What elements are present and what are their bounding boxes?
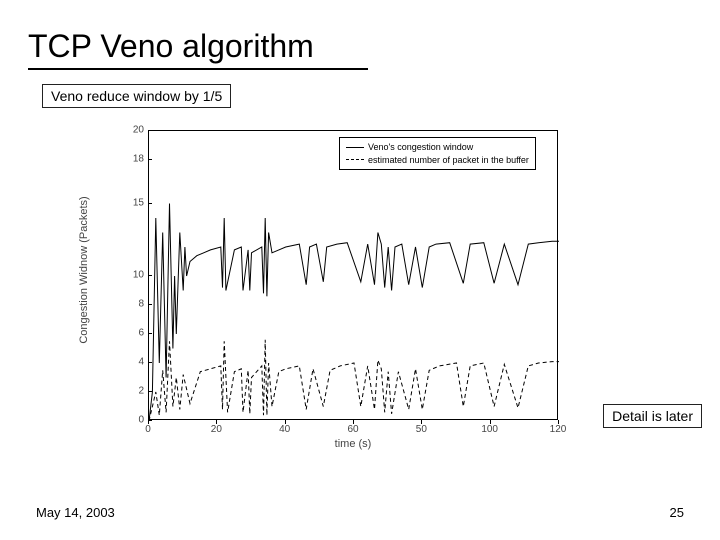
y-tick-label: 10: [124, 270, 144, 281]
series-buffer: [149, 340, 559, 421]
series-cwnd: [149, 204, 559, 422]
x-tick-mark: [558, 420, 559, 424]
chart: Congestion Widnow (Packets) time (s) Ven…: [90, 120, 570, 440]
detail-note: Detail is later: [603, 404, 702, 428]
legend-swatch: [346, 147, 364, 148]
y-tick-label: 0: [124, 415, 144, 426]
x-tick-mark: [285, 420, 286, 424]
y-tick-mark: [148, 159, 152, 160]
x-tick-label: 20: [211, 424, 222, 435]
x-tick-label: 50: [416, 424, 427, 435]
plot-area: Veno's congestion windowestimated number…: [148, 130, 558, 420]
x-axis-label: time (s): [335, 438, 372, 450]
x-tick-label: 100: [481, 424, 498, 435]
page-title: TCP Veno algorithm: [28, 28, 314, 65]
y-tick-mark: [148, 333, 152, 334]
y-tick-label: 8: [124, 299, 144, 310]
x-tick-label: 60: [347, 424, 358, 435]
legend-label: Veno's congestion window: [368, 141, 473, 154]
footer-date: May 14, 2003: [36, 505, 115, 520]
x-tick-mark: [353, 420, 354, 424]
legend-label: estimated number of packet in the buffer: [368, 154, 529, 167]
y-tick-label: 20: [124, 125, 144, 136]
x-tick-label: 120: [550, 424, 567, 435]
y-tick-label: 18: [124, 154, 144, 165]
y-tick-mark: [148, 130, 152, 131]
y-tick-label: 4: [124, 357, 144, 368]
legend-item: Veno's congestion window: [346, 141, 529, 154]
y-tick-label: 15: [124, 197, 144, 208]
chart-lines: [149, 131, 559, 421]
legend-swatch: [346, 159, 364, 160]
subtitle-box: Veno reduce window by 1/5: [42, 84, 231, 108]
x-tick-label: 0: [145, 424, 151, 435]
y-tick-label: 6: [124, 328, 144, 339]
y-tick-label: 2: [124, 386, 144, 397]
y-tick-mark: [148, 391, 152, 392]
x-tick-mark: [490, 420, 491, 424]
chart-legend: Veno's congestion windowestimated number…: [339, 137, 536, 170]
x-tick-mark: [216, 420, 217, 424]
x-tick-label: 40: [279, 424, 290, 435]
x-tick-mark: [148, 420, 149, 424]
footer-page-number: 25: [670, 505, 684, 520]
title-underline: [28, 68, 368, 70]
x-tick-mark: [421, 420, 422, 424]
y-tick-mark: [148, 362, 152, 363]
y-tick-mark: [148, 203, 152, 204]
y-axis-label: Congestion Widnow (Packets): [78, 196, 90, 343]
legend-item: estimated number of packet in the buffer: [346, 154, 529, 167]
y-tick-mark: [148, 275, 152, 276]
y-tick-mark: [148, 304, 152, 305]
